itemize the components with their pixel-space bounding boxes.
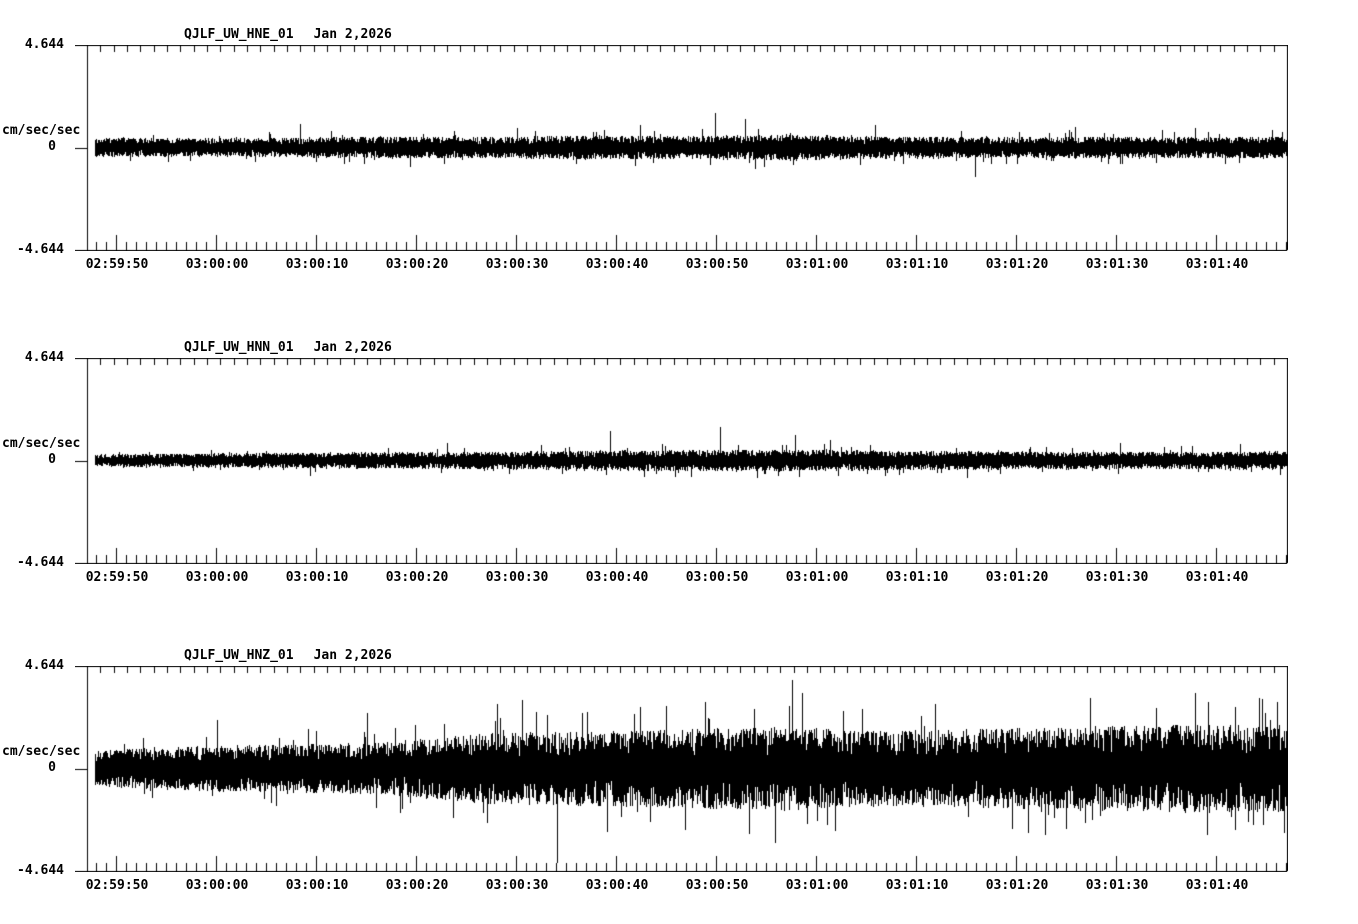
x-axis-tick-label: 03:00:50 [685, 878, 749, 893]
x-axis-tick-label: 03:01:00 [785, 257, 849, 272]
y-axis-units-label: cm/sec/sec [2, 744, 81, 759]
y-axis-min-label: -4.644 [17, 863, 64, 878]
x-axis-tick-label: 02:59:50 [85, 878, 149, 893]
x-axis-tick-label: 03:01:10 [885, 257, 949, 272]
y-axis-min-label: -4.644 [17, 555, 64, 570]
y-axis-units-label: cm/sec/sec [2, 436, 81, 451]
trace-date: Jan 2,2026 [313, 340, 392, 355]
x-axis-tick-label: 03:00:40 [585, 570, 649, 585]
x-axis-tick-label: 03:00:10 [285, 257, 349, 272]
x-axis-tick-label: 03:00:20 [385, 878, 449, 893]
x-axis-tick-label: 03:01:40 [1185, 570, 1249, 585]
waveform-plot-hnn [75, 358, 1288, 564]
x-axis-tick-label: 03:01:30 [1085, 257, 1149, 272]
x-axis-tick-label: 03:01:00 [785, 570, 849, 585]
x-axis-tick-label: 03:00:00 [185, 878, 249, 893]
trace-title: QJLF_UW_HNN_01 Jan 2,2026 [184, 341, 392, 355]
x-axis-tick-label: 03:00:20 [385, 570, 449, 585]
x-axis-tick-label: 03:00:30 [485, 257, 549, 272]
x-axis-tick-label: 03:01:30 [1085, 570, 1149, 585]
x-axis-tick-label: 03:00:30 [485, 878, 549, 893]
x-axis-tick-label: 03:00:00 [185, 570, 249, 585]
trace-title: QJLF_UW_HNE_01 Jan 2,2026 [184, 28, 392, 42]
y-axis-zero-label: 0 [48, 452, 56, 467]
x-axis-tick-labels: 02:59:50 03:00:00 03:00:10 03:00:20 03:00:30… [0, 879, 1358, 893]
x-axis-tick-label: 02:59:50 [85, 257, 149, 272]
x-axis-tick-label: 03:01:20 [985, 257, 1049, 272]
x-axis-tick-label: 03:00:50 [685, 570, 749, 585]
y-axis-min-label: -4.644 [17, 242, 64, 257]
x-axis-tick-labels: 02:59:50 03:00:00 03:00:10 03:00:20 03:00:30… [0, 571, 1358, 585]
seismogram-panel-hnz: QJLF_UW_HNZ_01 Jan 2,2026 4.644 cm/sec/se… [0, 649, 1358, 924]
x-axis-tick-label: 03:00:10 [285, 878, 349, 893]
x-axis-tick-label: 03:00:40 [585, 257, 649, 272]
trace-date: Jan 2,2026 [313, 27, 392, 42]
x-axis-tick-label: 03:01:40 [1185, 878, 1249, 893]
x-axis-tick-label: 03:01:20 [985, 570, 1049, 585]
x-axis-tick-label: 03:01:20 [985, 878, 1049, 893]
y-axis-zero-label: 0 [48, 760, 56, 775]
y-axis-max-label: 4.644 [24, 37, 64, 52]
waveform-plot-hne [75, 45, 1288, 251]
y-axis-max-label: 4.644 [24, 350, 64, 365]
y-axis-units-label: cm/sec/sec [2, 123, 81, 138]
x-axis-tick-label: 03:01:30 [1085, 878, 1149, 893]
trace-id: QJLF_UW_HNN_01 [184, 340, 294, 355]
trace-id: QJLF_UW_HNZ_01 [184, 648, 294, 663]
x-axis-tick-label: 03:00:20 [385, 257, 449, 272]
seismogram-panel-hnn: QJLF_UW_HNN_01 Jan 2,2026 4.644 cm/sec/se… [0, 341, 1358, 658]
x-axis-tick-label: 02:59:50 [85, 570, 149, 585]
x-axis-tick-label: 03:01:10 [885, 878, 949, 893]
x-axis-tick-labels: 02:59:50 03:00:00 03:00:10 03:00:20 03:00:30… [0, 258, 1358, 272]
x-axis-tick-label: 03:01:40 [1185, 257, 1249, 272]
trace-title: QJLF_UW_HNZ_01 Jan 2,2026 [184, 649, 392, 663]
waveform-plot-hnz [75, 666, 1288, 872]
x-axis-tick-label: 03:00:00 [185, 257, 249, 272]
x-axis-tick-label: 03:00:50 [685, 257, 749, 272]
y-axis-zero-label: 0 [48, 139, 56, 154]
x-axis-tick-label: 03:00:40 [585, 878, 649, 893]
x-axis-tick-label: 03:01:10 [885, 570, 949, 585]
x-axis-tick-label: 03:00:30 [485, 570, 549, 585]
seismogram-panel-hne: QJLF_UW_HNE_01 Jan 2,2026 4.644 cm/sec/se… [0, 28, 1358, 345]
trace-id: QJLF_UW_HNE_01 [184, 27, 294, 42]
y-axis-max-label: 4.644 [24, 658, 64, 673]
trace-date: Jan 2,2026 [313, 648, 392, 663]
x-axis-tick-label: 03:01:00 [785, 878, 849, 893]
x-axis-tick-label: 03:00:10 [285, 570, 349, 585]
